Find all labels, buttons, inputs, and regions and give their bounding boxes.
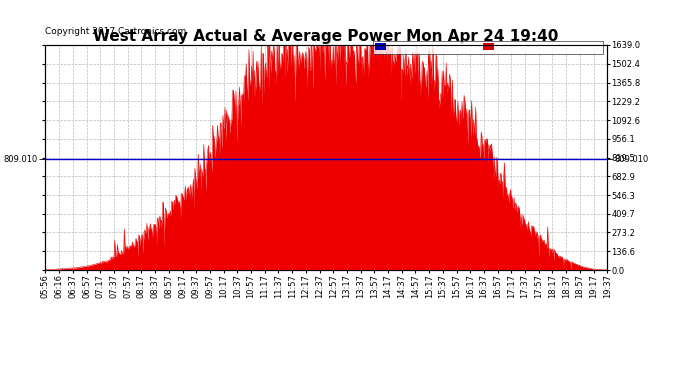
Legend: Average  (DC Watts), West Array  (DC Watts): Average (DC Watts), West Array (DC Watts… — [373, 40, 602, 54]
Text: Copyright 2017 Cartronics.com: Copyright 2017 Cartronics.com — [45, 27, 186, 36]
Title: West Array Actual & Average Power Mon Apr 24 19:40: West Array Actual & Average Power Mon Ap… — [93, 29, 559, 44]
